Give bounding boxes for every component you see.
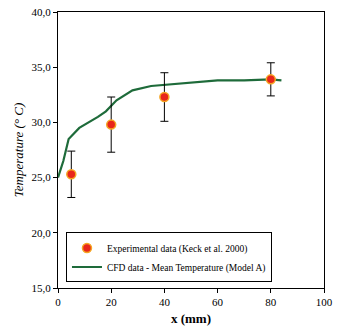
svg-text:CFD data - Mean Temperature (M: CFD data - Mean Temperature (Model A) bbox=[107, 263, 266, 274]
svg-text:40: 40 bbox=[159, 296, 171, 308]
svg-text:x (mm): x (mm) bbox=[171, 311, 211, 326]
svg-text:30,0: 30,0 bbox=[32, 116, 52, 128]
svg-text:Experimental data (Keck et al.: Experimental data (Keck et al. 2000) bbox=[107, 244, 247, 255]
svg-text:35,0: 35,0 bbox=[32, 61, 52, 73]
svg-text:100: 100 bbox=[316, 296, 333, 308]
svg-text:40,0: 40,0 bbox=[32, 6, 52, 18]
svg-text:Temperature (° C): Temperature (° C) bbox=[11, 103, 26, 198]
svg-text:0: 0 bbox=[55, 296, 61, 308]
svg-text:20: 20 bbox=[106, 296, 118, 308]
svg-text:20,0: 20,0 bbox=[32, 227, 52, 239]
svg-text:80: 80 bbox=[265, 296, 277, 308]
svg-text:25,0: 25,0 bbox=[32, 171, 52, 183]
svg-text:15,0: 15,0 bbox=[32, 282, 52, 294]
svg-text:60: 60 bbox=[212, 296, 224, 308]
